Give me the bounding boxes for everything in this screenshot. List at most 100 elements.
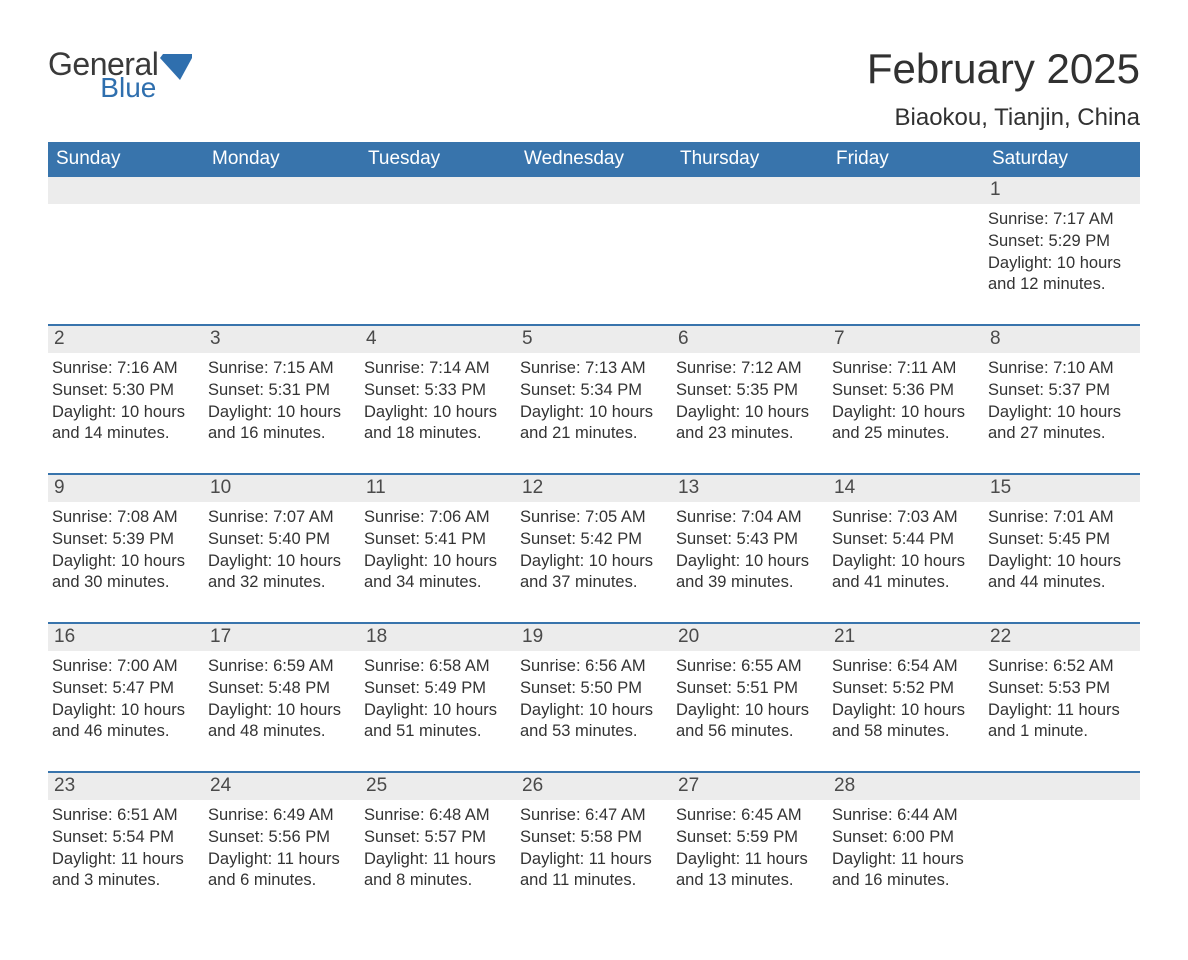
sunset-text: Sunset: 5:48 PM: [208, 678, 350, 700]
sunset-text: Sunset: 5:33 PM: [364, 380, 506, 402]
day-number: 25: [360, 773, 516, 800]
day-details: Sunrise: 7:08 AMSunset: 5:39 PMDaylight:…: [48, 502, 198, 594]
sunset-text: Sunset: 5:57 PM: [364, 827, 506, 849]
sunset-text: Sunset: 5:54 PM: [52, 827, 194, 849]
sunset-text: Sunset: 5:58 PM: [520, 827, 662, 849]
sunset-text: Sunset: 5:39 PM: [52, 529, 194, 551]
daylight-text: Daylight: 10 hours and 27 minutes.: [988, 402, 1130, 446]
day-number: 11: [360, 475, 516, 502]
day-number: [516, 177, 672, 204]
day-cell: Sunrise: 6:55 AMSunset: 5:51 PMDaylight:…: [672, 651, 828, 771]
sunset-text: Sunset: 5:59 PM: [676, 827, 818, 849]
day-number: 9: [48, 475, 204, 502]
day-details: Sunrise: 6:58 AMSunset: 5:49 PMDaylight:…: [360, 651, 510, 743]
day-number: 6: [672, 326, 828, 353]
header: General Blue February 2025 Biaokou, Tian…: [48, 48, 1140, 132]
day-cell: [48, 204, 204, 324]
sunrise-text: Sunrise: 6:44 AM: [832, 805, 974, 827]
sunset-text: Sunset: 5:49 PM: [364, 678, 506, 700]
daylight-text: Daylight: 10 hours and 37 minutes.: [520, 551, 662, 595]
day-cell: Sunrise: 6:45 AMSunset: 5:59 PMDaylight:…: [672, 800, 828, 920]
day-cell: Sunrise: 7:13 AMSunset: 5:34 PMDaylight:…: [516, 353, 672, 473]
sunrise-text: Sunrise: 7:14 AM: [364, 358, 506, 380]
day-cell: [828, 204, 984, 324]
sunset-text: Sunset: 5:29 PM: [988, 231, 1130, 253]
day-cell: Sunrise: 6:47 AMSunset: 5:58 PMDaylight:…: [516, 800, 672, 920]
day-details: Sunrise: 7:07 AMSunset: 5:40 PMDaylight:…: [204, 502, 354, 594]
dow-cell: Saturday: [984, 142, 1140, 177]
sunrise-text: Sunrise: 7:06 AM: [364, 507, 506, 529]
sunset-text: Sunset: 5:31 PM: [208, 380, 350, 402]
day-number: 21: [828, 624, 984, 651]
day-number: 23: [48, 773, 204, 800]
sunset-text: Sunset: 5:47 PM: [52, 678, 194, 700]
day-details: Sunrise: 7:06 AMSunset: 5:41 PMDaylight:…: [360, 502, 510, 594]
daylight-text: Daylight: 10 hours and 39 minutes.: [676, 551, 818, 595]
sunrise-text: Sunrise: 6:52 AM: [988, 656, 1130, 678]
dow-cell: Friday: [828, 142, 984, 177]
location: Biaokou, Tianjin, China: [867, 104, 1140, 132]
day-cell: [984, 800, 1140, 920]
day-number: 5: [516, 326, 672, 353]
dow-cell: Tuesday: [360, 142, 516, 177]
day-number: 18: [360, 624, 516, 651]
day-number: 28: [828, 773, 984, 800]
title-block: February 2025 Biaokou, Tianjin, China: [867, 48, 1140, 132]
sunrise-text: Sunrise: 7:10 AM: [988, 358, 1130, 380]
day-cell: Sunrise: 6:48 AMSunset: 5:57 PMDaylight:…: [360, 800, 516, 920]
daylight-text: Daylight: 10 hours and 18 minutes.: [364, 402, 506, 446]
sunset-text: Sunset: 5:53 PM: [988, 678, 1130, 700]
day-cell: Sunrise: 6:58 AMSunset: 5:49 PMDaylight:…: [360, 651, 516, 771]
sunrise-text: Sunrise: 6:55 AM: [676, 656, 818, 678]
day-number: 19: [516, 624, 672, 651]
day-number: 7: [828, 326, 984, 353]
dow-cell: Sunday: [48, 142, 204, 177]
day-number: 24: [204, 773, 360, 800]
sunset-text: Sunset: 5:35 PM: [676, 380, 818, 402]
day-number: 26: [516, 773, 672, 800]
day-details: Sunrise: 7:01 AMSunset: 5:45 PMDaylight:…: [984, 502, 1134, 594]
day-cell: Sunrise: 6:59 AMSunset: 5:48 PMDaylight:…: [204, 651, 360, 771]
day-details: Sunrise: 7:05 AMSunset: 5:42 PMDaylight:…: [516, 502, 666, 594]
day-details: Sunrise: 6:49 AMSunset: 5:56 PMDaylight:…: [204, 800, 354, 892]
day-cell: Sunrise: 7:04 AMSunset: 5:43 PMDaylight:…: [672, 502, 828, 622]
day-number: 17: [204, 624, 360, 651]
day-cell: Sunrise: 7:16 AMSunset: 5:30 PMDaylight:…: [48, 353, 204, 473]
day-cell: Sunrise: 7:03 AMSunset: 5:44 PMDaylight:…: [828, 502, 984, 622]
daynum-row: 1: [48, 177, 1140, 204]
daylight-text: Daylight: 10 hours and 30 minutes.: [52, 551, 194, 595]
daylight-text: Daylight: 11 hours and 16 minutes.: [832, 849, 974, 893]
day-details: Sunrise: 7:04 AMSunset: 5:43 PMDaylight:…: [672, 502, 822, 594]
daylight-text: Daylight: 11 hours and 3 minutes.: [52, 849, 194, 893]
daynum-row: 232425262728: [48, 771, 1140, 800]
day-number: 22: [984, 624, 1140, 651]
daylight-text: Daylight: 11 hours and 1 minute.: [988, 700, 1130, 744]
daylight-text: Daylight: 11 hours and 8 minutes.: [364, 849, 506, 893]
day-cell: [360, 204, 516, 324]
daylight-text: Daylight: 11 hours and 6 minutes.: [208, 849, 350, 893]
day-number: 13: [672, 475, 828, 502]
day-details: Sunrise: 7:11 AMSunset: 5:36 PMDaylight:…: [828, 353, 978, 445]
day-cell: Sunrise: 7:15 AMSunset: 5:31 PMDaylight:…: [204, 353, 360, 473]
day-of-week-header: SundayMondayTuesdayWednesdayThursdayFrid…: [48, 142, 1140, 177]
sunset-text: Sunset: 5:45 PM: [988, 529, 1130, 551]
daylight-text: Daylight: 10 hours and 16 minutes.: [208, 402, 350, 446]
sunrise-text: Sunrise: 7:04 AM: [676, 507, 818, 529]
sunset-text: Sunset: 6:00 PM: [832, 827, 974, 849]
brand-text: General Blue: [48, 48, 158, 102]
sunrise-text: Sunrise: 7:00 AM: [52, 656, 194, 678]
sunrise-text: Sunrise: 6:48 AM: [364, 805, 506, 827]
day-number: 14: [828, 475, 984, 502]
daynum-row: 2345678: [48, 324, 1140, 353]
day-details: Sunrise: 6:55 AMSunset: 5:51 PMDaylight:…: [672, 651, 822, 743]
sunset-text: Sunset: 5:41 PM: [364, 529, 506, 551]
day-details: Sunrise: 6:45 AMSunset: 5:59 PMDaylight:…: [672, 800, 822, 892]
day-cell: Sunrise: 7:01 AMSunset: 5:45 PMDaylight:…: [984, 502, 1140, 622]
daylight-text: Daylight: 10 hours and 56 minutes.: [676, 700, 818, 744]
day-details: Sunrise: 6:47 AMSunset: 5:58 PMDaylight:…: [516, 800, 666, 892]
day-cell: Sunrise: 7:17 AMSunset: 5:29 PMDaylight:…: [984, 204, 1140, 324]
daylight-text: Daylight: 10 hours and 32 minutes.: [208, 551, 350, 595]
day-details: Sunrise: 6:54 AMSunset: 5:52 PMDaylight:…: [828, 651, 978, 743]
day-details: Sunrise: 6:48 AMSunset: 5:57 PMDaylight:…: [360, 800, 510, 892]
sunrise-text: Sunrise: 7:01 AM: [988, 507, 1130, 529]
